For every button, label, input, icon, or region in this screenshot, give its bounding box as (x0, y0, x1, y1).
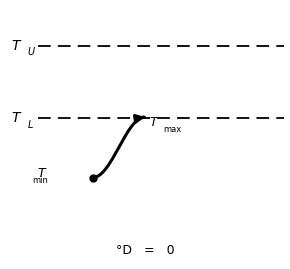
Text: T: T (149, 116, 157, 129)
Text: T: T (37, 167, 45, 180)
Text: min: min (32, 176, 48, 185)
Text: °D   =   0: °D = 0 (116, 244, 174, 257)
Text: max: max (163, 125, 182, 134)
Text: U: U (28, 47, 35, 58)
Text: T: T (12, 111, 20, 125)
Text: L: L (28, 120, 33, 130)
Text: T: T (12, 39, 20, 53)
